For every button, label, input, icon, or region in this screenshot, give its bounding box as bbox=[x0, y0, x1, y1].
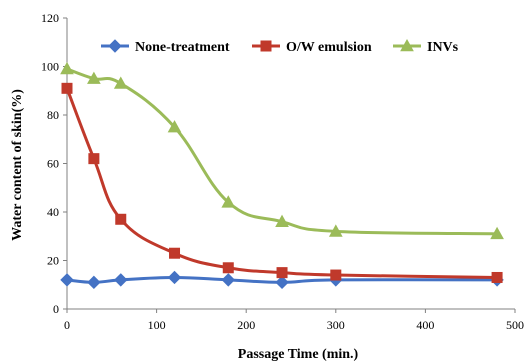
data-point bbox=[221, 195, 236, 208]
data-point bbox=[87, 71, 101, 84]
x-tick-label: 300 bbox=[327, 318, 345, 332]
y-tick-label: 80 bbox=[47, 108, 59, 122]
legend-marker bbox=[260, 40, 272, 52]
data-point bbox=[491, 271, 503, 283]
legend-marker bbox=[400, 38, 414, 52]
series-line bbox=[65, 87, 498, 279]
legend: None-treatment O/W emulsion INVs bbox=[101, 38, 459, 55]
y-tick-label: 100 bbox=[41, 60, 59, 74]
y-tick-label: 120 bbox=[41, 11, 59, 25]
x-tick-label: 100 bbox=[148, 318, 166, 332]
data-point bbox=[167, 270, 182, 285]
x-tick-label: 200 bbox=[237, 318, 255, 332]
data-point bbox=[167, 120, 182, 133]
data-point bbox=[276, 267, 288, 279]
legend-label: None-treatment bbox=[135, 40, 230, 55]
x-tick-label: 0 bbox=[64, 318, 70, 332]
data-point bbox=[275, 275, 289, 290]
x-axis-title: Passage Time (min.) bbox=[238, 347, 359, 362]
legend-marker bbox=[108, 39, 122, 53]
y-tick-label: 60 bbox=[47, 157, 59, 171]
x-tick-label: 500 bbox=[506, 318, 524, 332]
axes bbox=[66, 18, 515, 310]
data-point bbox=[275, 214, 289, 227]
data-point bbox=[490, 226, 504, 240]
x-tick-label: 400 bbox=[416, 318, 434, 332]
legend-label: INVs bbox=[427, 40, 459, 55]
x-tick-group: 0 100 200 300 400 500 bbox=[64, 309, 524, 332]
data-point bbox=[328, 224, 343, 237]
legend-label: O/W emulsion bbox=[286, 40, 372, 55]
data-point bbox=[169, 247, 181, 259]
series-line bbox=[66, 67, 498, 236]
data-point bbox=[330, 269, 342, 281]
y-axis-title: Water content of skin(%) bbox=[10, 89, 25, 241]
series-group bbox=[60, 61, 504, 290]
data-point bbox=[222, 262, 234, 274]
data-point bbox=[88, 153, 100, 165]
y-tick-label: 0 bbox=[53, 302, 59, 316]
data-point bbox=[114, 273, 128, 287]
data-point bbox=[60, 273, 74, 287]
data-point bbox=[115, 213, 127, 225]
data-point bbox=[113, 76, 128, 89]
data-point bbox=[87, 275, 101, 290]
y-tick-label: 20 bbox=[47, 254, 59, 268]
y-tick-group: 0 20 40 60 80 100 120 bbox=[41, 11, 67, 316]
data-point bbox=[221, 273, 235, 287]
data-point bbox=[60, 61, 74, 75]
data-point bbox=[61, 82, 73, 94]
y-tick-label: 40 bbox=[47, 205, 59, 219]
